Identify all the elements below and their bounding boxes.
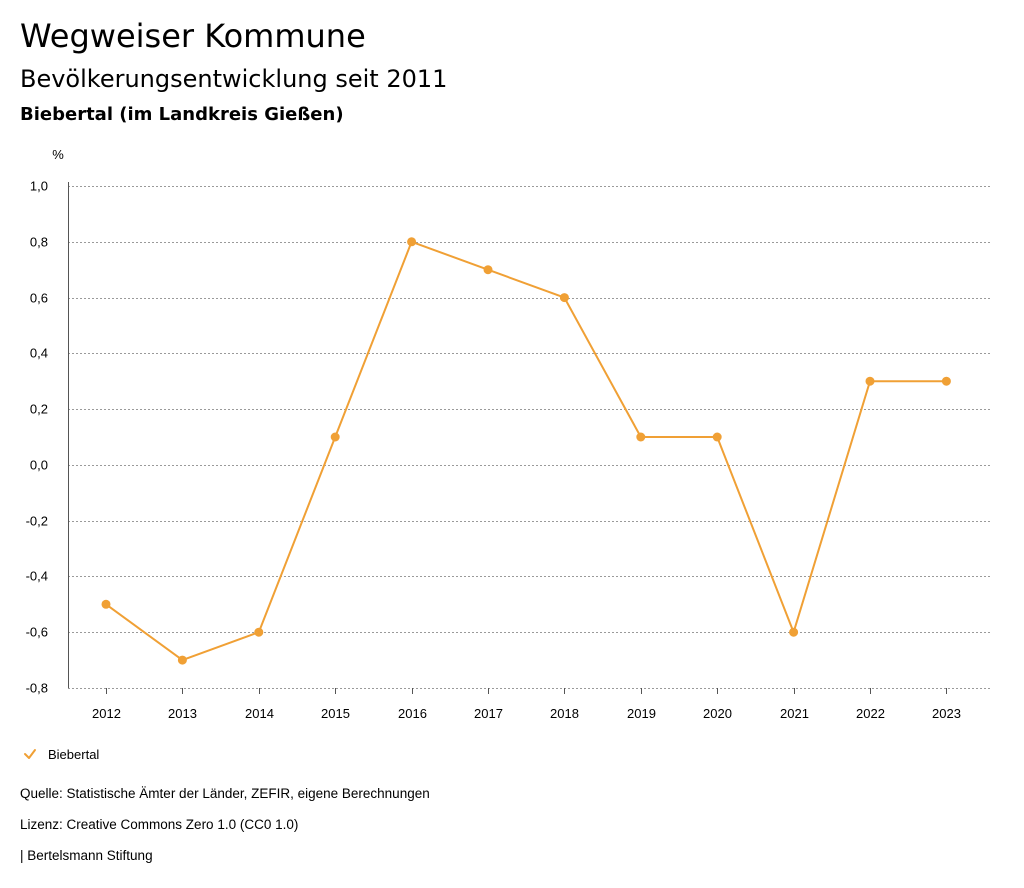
legend-item-label: Biebertal bbox=[48, 746, 100, 762]
legend[interactable]: Biebertal bbox=[20, 744, 99, 764]
data-point bbox=[483, 265, 493, 275]
grid-lines bbox=[68, 186, 990, 689]
x-tick-label: 2012 bbox=[92, 706, 121, 721]
publisher-note: | Bertelsmann Stiftung bbox=[20, 848, 153, 863]
y-tick-label: -0,2 bbox=[26, 514, 48, 529]
data-point bbox=[407, 237, 417, 247]
data-point bbox=[559, 293, 569, 303]
source-note: Quelle: Statistische Ämter der Länder, Z… bbox=[20, 786, 430, 801]
x-tick-label: 2013 bbox=[168, 706, 197, 721]
line-chart: 1,00,80,60,40,20,0-0,2-0,4-0,6-0,8 2012 2… bbox=[26, 147, 990, 721]
x-tick-label: 2016 bbox=[398, 706, 427, 721]
series-biebertal bbox=[101, 237, 951, 665]
y-tick-label: 0,0 bbox=[30, 458, 48, 473]
x-axis-tick-labels: 2012 2013 2014 2015 2016 2017 2018 2019 2020 2021… bbox=[92, 706, 961, 721]
x-tick-label: 2015 bbox=[321, 706, 350, 721]
y-tick-label: 0,2 bbox=[30, 402, 48, 417]
page-title: Wegweiser Kommune bbox=[20, 17, 366, 55]
region-label: Biebertal (im Landkreis Gießen) bbox=[20, 104, 344, 125]
license-note: Lizenz: Creative Commons Zero 1.0 (CC0 1… bbox=[20, 817, 299, 832]
y-tick-label: 0,6 bbox=[30, 291, 48, 306]
x-tick-label: 2014 bbox=[245, 706, 274, 721]
data-point bbox=[865, 376, 875, 386]
x-tick-label: 2023 bbox=[932, 706, 961, 721]
chart-subtitle: Bevölkerungsentwicklung seit 2011 bbox=[20, 65, 448, 93]
x-tick-label: 2020 bbox=[703, 706, 732, 721]
data-point bbox=[789, 627, 799, 637]
x-tick-label: 2021 bbox=[780, 706, 809, 721]
data-point bbox=[636, 432, 646, 442]
data-point bbox=[330, 432, 340, 442]
series-line bbox=[105, 240, 947, 662]
data-point bbox=[254, 627, 264, 637]
x-tick-label: 2022 bbox=[856, 706, 885, 721]
check-icon bbox=[24, 749, 36, 759]
y-tick-label: -0,4 bbox=[26, 569, 48, 584]
y-tick-label: 0,8 bbox=[30, 235, 48, 250]
data-point bbox=[101, 599, 111, 609]
x-tick-label: 2017 bbox=[474, 706, 503, 721]
y-tick-label: -0,6 bbox=[26, 625, 48, 640]
data-point bbox=[712, 432, 722, 442]
data-point bbox=[177, 655, 187, 665]
x-tick-label: 2018 bbox=[550, 706, 579, 721]
data-point bbox=[941, 376, 951, 386]
axes bbox=[68, 182, 947, 694]
y-axis-tick-labels: 1,0 0,8 0,6 0,4 0,2 0,0 -0,2 -0,4 -0,6 -0,8 bbox=[26, 179, 48, 696]
x-tick-label: 2019 bbox=[627, 706, 656, 721]
y-tick-label: 1,0 bbox=[30, 179, 48, 194]
y-axis-unit-label: % bbox=[52, 147, 64, 162]
y-tick-label: 0,4 bbox=[30, 346, 48, 361]
y-tick-label: -0,8 bbox=[26, 681, 48, 696]
